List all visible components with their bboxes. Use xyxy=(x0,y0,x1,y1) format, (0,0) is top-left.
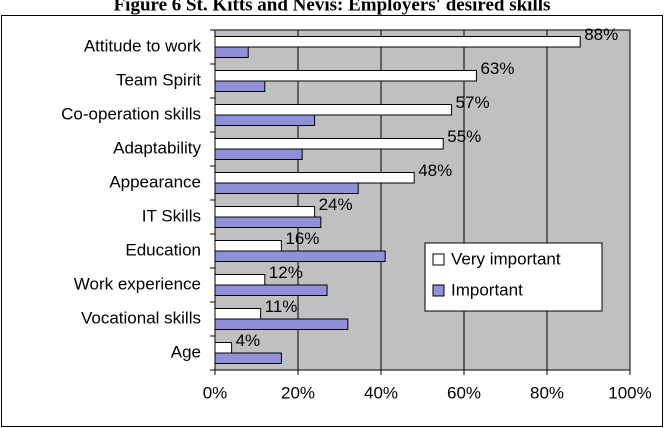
y-tick-label: Vocational skills xyxy=(81,308,201,327)
bar xyxy=(214,240,282,252)
legend-label: Important xyxy=(451,280,523,299)
y-tick-label: Age xyxy=(171,342,201,361)
y-tick-label: IT Skills xyxy=(142,206,201,225)
y-tick-label: Team Spirit xyxy=(116,70,201,89)
y-tick-label: Appearance xyxy=(109,172,201,191)
legend-swatch xyxy=(432,284,445,297)
bar xyxy=(214,274,266,286)
y-tick-label: Attitude to work xyxy=(84,36,202,55)
x-tick-label: 40% xyxy=(364,383,398,402)
bar xyxy=(214,352,282,364)
data-label: 48% xyxy=(418,161,452,180)
y-tick-label: Work experience xyxy=(74,274,201,293)
x-tick-label: 0% xyxy=(203,383,228,402)
bar xyxy=(214,250,386,262)
bar xyxy=(214,46,249,58)
legend-label: Very important xyxy=(451,249,561,268)
x-tick-label: 100% xyxy=(608,383,651,402)
bar xyxy=(214,206,316,218)
x-tick-label: 20% xyxy=(281,383,315,402)
chart-title: Figure 6 St. Kitts and Nevis: Employers'… xyxy=(114,0,551,15)
data-label: 88% xyxy=(584,25,618,44)
x-tick-label: 80% xyxy=(530,383,564,402)
bar xyxy=(214,114,316,126)
bar xyxy=(214,284,328,296)
bar xyxy=(214,308,262,320)
bar xyxy=(214,36,581,48)
y-tick-label: Co-operation skills xyxy=(61,104,201,123)
x-tick-label: 60% xyxy=(447,383,481,402)
bar xyxy=(214,342,233,354)
plot-area xyxy=(215,30,630,370)
bar xyxy=(214,318,349,330)
data-label: 57% xyxy=(456,93,490,112)
data-label: 4% xyxy=(236,331,261,350)
y-tick-label: Education xyxy=(125,240,201,259)
data-label: 24% xyxy=(319,195,353,214)
bar xyxy=(214,172,415,184)
bar xyxy=(214,216,322,228)
data-label: 16% xyxy=(285,229,319,248)
legend-box xyxy=(424,242,603,312)
data-label: 63% xyxy=(480,59,514,78)
bar xyxy=(214,182,359,194)
bar xyxy=(214,148,303,160)
y-tick-label: Adaptability xyxy=(113,138,201,157)
data-label: 55% xyxy=(447,127,481,146)
bar xyxy=(214,104,453,116)
legend-swatch xyxy=(432,253,445,266)
bar xyxy=(214,80,266,92)
data-label: 11% xyxy=(265,297,298,316)
bar xyxy=(214,70,477,82)
data-label: 12% xyxy=(269,263,303,282)
bar xyxy=(214,138,444,150)
